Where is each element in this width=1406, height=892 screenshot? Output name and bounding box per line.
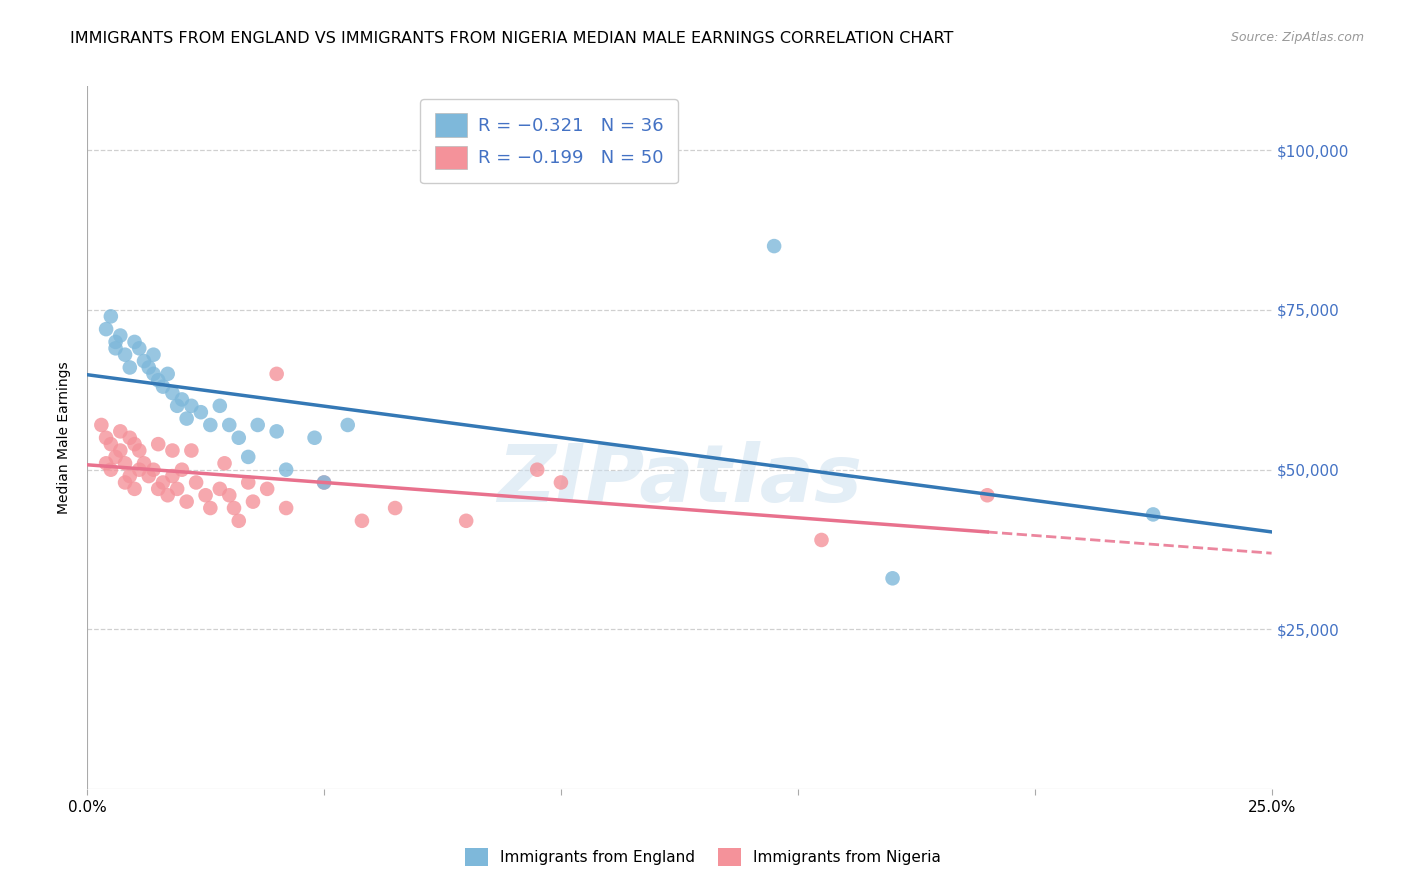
Point bbox=[114, 348, 136, 362]
Point bbox=[190, 405, 212, 419]
Point bbox=[118, 431, 141, 445]
Point bbox=[246, 417, 269, 432]
Point bbox=[104, 341, 127, 355]
Point bbox=[266, 367, 288, 381]
Point bbox=[110, 443, 132, 458]
Point bbox=[152, 475, 174, 490]
Point bbox=[176, 411, 198, 425]
Point bbox=[200, 501, 222, 516]
Point bbox=[266, 425, 288, 439]
Point bbox=[118, 360, 141, 375]
Point bbox=[156, 488, 179, 502]
Point bbox=[218, 488, 240, 502]
Point bbox=[228, 514, 250, 528]
Point bbox=[124, 334, 146, 349]
Legend: Immigrants from England, Immigrants from Nigeria: Immigrants from England, Immigrants from… bbox=[457, 841, 949, 873]
Point bbox=[350, 514, 373, 528]
Point bbox=[114, 456, 136, 470]
Point bbox=[114, 475, 136, 490]
Point bbox=[148, 482, 170, 496]
Point bbox=[118, 469, 141, 483]
Text: IMMIGRANTS FROM ENGLAND VS IMMIGRANTS FROM NIGERIA MEDIAN MALE EARNINGS CORRELAT: IMMIGRANTS FROM ENGLAND VS IMMIGRANTS FR… bbox=[70, 31, 953, 46]
Point bbox=[242, 494, 264, 508]
Point bbox=[142, 348, 165, 362]
Point bbox=[184, 475, 207, 490]
Point bbox=[194, 488, 217, 502]
Point bbox=[550, 475, 572, 490]
Point bbox=[100, 437, 122, 451]
Point bbox=[100, 310, 122, 324]
Point bbox=[124, 437, 146, 451]
Point bbox=[162, 443, 184, 458]
Point bbox=[94, 431, 117, 445]
Point bbox=[156, 367, 179, 381]
Point bbox=[238, 475, 260, 490]
Point bbox=[166, 482, 188, 496]
Point bbox=[336, 417, 359, 432]
Point bbox=[162, 386, 184, 401]
Point bbox=[166, 399, 188, 413]
Point bbox=[94, 322, 117, 336]
Point bbox=[238, 450, 260, 464]
Text: ZIPatlas: ZIPatlas bbox=[496, 441, 862, 519]
Point bbox=[256, 482, 278, 496]
Point bbox=[90, 417, 112, 432]
Point bbox=[148, 437, 170, 451]
Point bbox=[110, 425, 132, 439]
Point bbox=[1142, 508, 1164, 522]
Point bbox=[110, 328, 132, 343]
Point bbox=[132, 354, 155, 368]
Point bbox=[228, 431, 250, 445]
Point bbox=[104, 334, 127, 349]
Point bbox=[200, 417, 222, 432]
Point bbox=[124, 482, 146, 496]
Point bbox=[138, 360, 160, 375]
Point bbox=[976, 488, 998, 502]
Point bbox=[170, 463, 193, 477]
Point bbox=[456, 514, 478, 528]
Point bbox=[276, 463, 298, 477]
Point bbox=[208, 482, 231, 496]
Y-axis label: Median Male Earnings: Median Male Earnings bbox=[58, 361, 72, 514]
Point bbox=[218, 417, 240, 432]
Point bbox=[312, 475, 335, 490]
Point bbox=[526, 463, 548, 477]
Point bbox=[100, 463, 122, 477]
Point bbox=[312, 475, 335, 490]
Point bbox=[132, 456, 155, 470]
Point bbox=[304, 431, 326, 445]
Point bbox=[148, 373, 170, 387]
Point bbox=[94, 456, 117, 470]
Point bbox=[763, 239, 786, 253]
Point bbox=[170, 392, 193, 407]
Point bbox=[180, 399, 202, 413]
Point bbox=[128, 341, 150, 355]
Point bbox=[810, 533, 832, 547]
Point bbox=[128, 443, 150, 458]
Point bbox=[162, 469, 184, 483]
Point bbox=[128, 463, 150, 477]
Point bbox=[214, 456, 236, 470]
Point bbox=[104, 450, 127, 464]
Point bbox=[882, 571, 904, 585]
Point bbox=[384, 501, 406, 516]
Legend: R = −0.321   N = 36, R = −0.199   N = 50: R = −0.321 N = 36, R = −0.199 N = 50 bbox=[420, 99, 678, 183]
Point bbox=[138, 469, 160, 483]
Point bbox=[142, 463, 165, 477]
Point bbox=[276, 501, 298, 516]
Point bbox=[180, 443, 202, 458]
Point bbox=[142, 367, 165, 381]
Point bbox=[208, 399, 231, 413]
Point bbox=[176, 494, 198, 508]
Text: Source: ZipAtlas.com: Source: ZipAtlas.com bbox=[1230, 31, 1364, 45]
Point bbox=[222, 501, 245, 516]
Point bbox=[152, 379, 174, 393]
